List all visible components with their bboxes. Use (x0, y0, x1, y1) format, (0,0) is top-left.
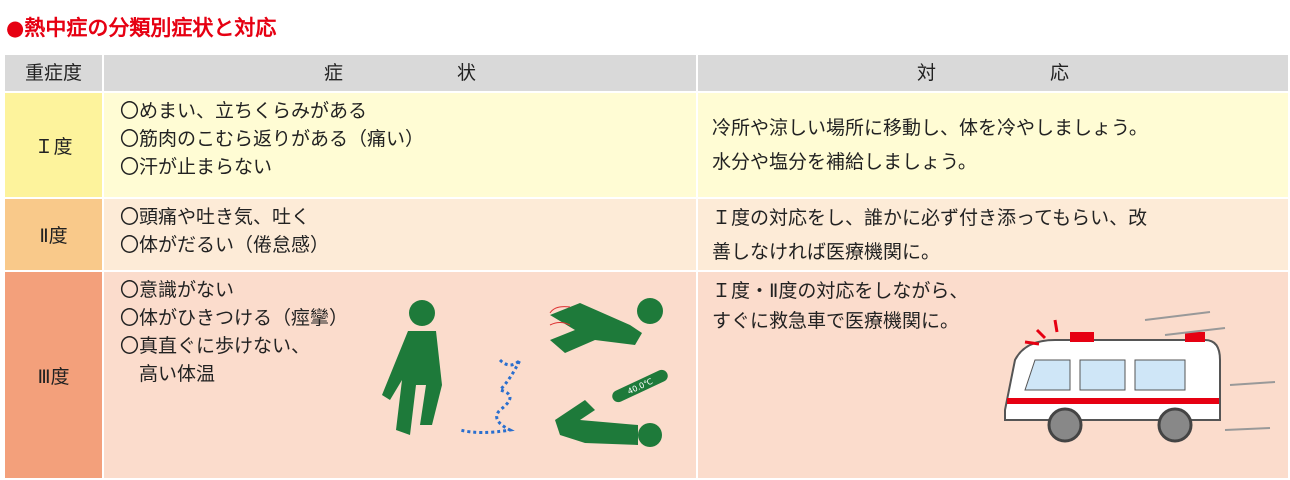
symptoms-cell: 〇意識がない〇体がひきつける（痙攣） 〇真直ぐに歩けない、 高い体温 (104, 272, 696, 478)
response-line: 冷所や涼しい場所に移動し、体を冷やしましょう。 (712, 117, 1148, 139)
grade-cell: Ⅱ度 (5, 199, 102, 270)
symptom: 〇頭痛や吐き気、吐く (120, 206, 311, 228)
header-cell: 重症度 (5, 55, 102, 91)
symptoms-cell: 〇めまい、立ちくらみがある〇筋肉のこむら返りがある（痛い） 〇汗が止まらない (104, 93, 696, 197)
header-cell: 症 状 (104, 55, 696, 91)
illustration-patients: 40.0℃ (382, 298, 668, 447)
symptom: 高い体温 (120, 363, 216, 385)
symptom: 〇体がひきつける（痙攣） (120, 307, 349, 329)
symptom: 〇意識がない (120, 279, 235, 301)
title: ●熱中症の分類別症状と対応 (6, 16, 277, 40)
response-line: すぐに救急車で医療機関に。 (712, 310, 960, 332)
illustration-ambulance (1004, 311, 1276, 443)
symptom: 〇汗が止まらない (120, 156, 273, 178)
symptoms-cell: 〇頭痛や吐き気、吐く 〇体がだるい（倦怠感） (104, 199, 696, 270)
symptom: 〇めまい、立ちくらみがある (120, 100, 368, 122)
symptom: 〇真直ぐに歩けない、 (120, 335, 311, 357)
response-line: 善しなければ医療機関に。 (712, 240, 941, 263)
response-cell: Ｉ度・Ⅱ度の対応をしながら、 すぐに救急車で医療機関に。 (698, 272, 1288, 478)
grade-cell: Ⅲ度 (5, 272, 102, 478)
symptom: 〇筋肉のこむら返りがある（痛い） (120, 128, 425, 150)
response-line: 水分や塩分を補給しましょう。 (712, 151, 977, 173)
response-cell: Ｉ度の対応をし、誰かに必ず付き添ってもらい、改 善しなければ医療機関に。 (698, 199, 1288, 270)
symptom: 〇体がだるい（倦怠感） (120, 234, 330, 256)
grade-cell: Ｉ度 (5, 93, 102, 197)
response-line: Ｉ度・Ⅱ度の対応をしながら、 (712, 280, 969, 302)
response-line: Ｉ度の対応をし、誰かに必ず付き添ってもらい、改 (712, 206, 1148, 229)
response-cell: 冷所や涼しい場所に移動し、体を冷やしましょう。 水分や塩分を補給しましょう。 (698, 93, 1288, 197)
header-cell: 対 応 (698, 55, 1288, 91)
